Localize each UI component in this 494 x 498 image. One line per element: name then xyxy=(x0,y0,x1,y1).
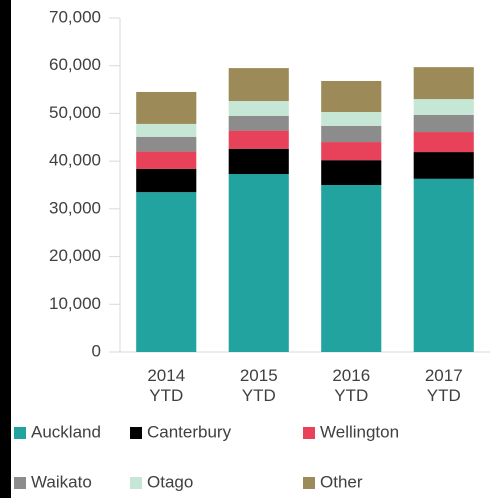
legend-label: Otago xyxy=(147,472,193,491)
y-tick-label: 70,000 xyxy=(49,7,101,26)
bar-segment xyxy=(413,67,474,100)
bar-segment xyxy=(321,125,382,143)
x-tick-label: 2016 YTD xyxy=(332,366,370,405)
bar-segment xyxy=(228,130,289,149)
x-tick-label: 2015 YTD xyxy=(240,366,278,405)
bar-segment xyxy=(228,68,289,102)
bar-segment xyxy=(413,132,474,153)
left-border xyxy=(0,0,11,498)
y-tick-label: 60,000 xyxy=(49,55,101,74)
bar-segment xyxy=(413,99,474,115)
bar-segment xyxy=(228,174,289,352)
legend-swatch xyxy=(130,427,142,439)
bar-segment xyxy=(413,178,474,352)
bar-segment xyxy=(321,111,382,126)
legend-swatch xyxy=(14,427,26,439)
bar-segment xyxy=(321,160,382,185)
legend-label: Auckland xyxy=(31,422,101,441)
legend-swatch xyxy=(130,477,142,489)
bar-segment xyxy=(136,192,197,352)
y-tick-label: 0 xyxy=(92,341,101,360)
legend-swatch xyxy=(14,477,26,489)
bar-segment xyxy=(228,101,289,116)
bar-segment xyxy=(413,114,474,133)
bar-segment xyxy=(136,123,197,137)
legend-swatch xyxy=(303,477,315,489)
bar-segment xyxy=(136,151,197,169)
bar-segment xyxy=(321,80,382,112)
bar-segment xyxy=(136,91,197,124)
legend-swatch xyxy=(303,427,315,439)
y-tick-label: 10,000 xyxy=(49,294,101,313)
legend-label: Other xyxy=(320,472,363,491)
bar-segment xyxy=(136,136,197,152)
legend-label: Canterbury xyxy=(147,422,232,441)
bar-segment xyxy=(321,142,382,161)
legend-label: Wellington xyxy=(320,422,399,441)
legend-label: Waikato xyxy=(31,472,92,491)
bar-segment xyxy=(136,168,197,193)
y-tick-label: 50,000 xyxy=(49,103,101,122)
bar-segment xyxy=(228,148,289,175)
bar-segment xyxy=(321,185,382,352)
x-tick-label: 2014 YTD xyxy=(147,366,185,405)
y-tick-label: 30,000 xyxy=(49,198,101,217)
y-tick-label: 40,000 xyxy=(49,151,101,170)
bar-segment xyxy=(228,115,289,131)
x-tick-label: 2017 YTD xyxy=(425,366,463,405)
bar-segment xyxy=(413,152,474,179)
y-tick-label: 20,000 xyxy=(49,246,101,265)
